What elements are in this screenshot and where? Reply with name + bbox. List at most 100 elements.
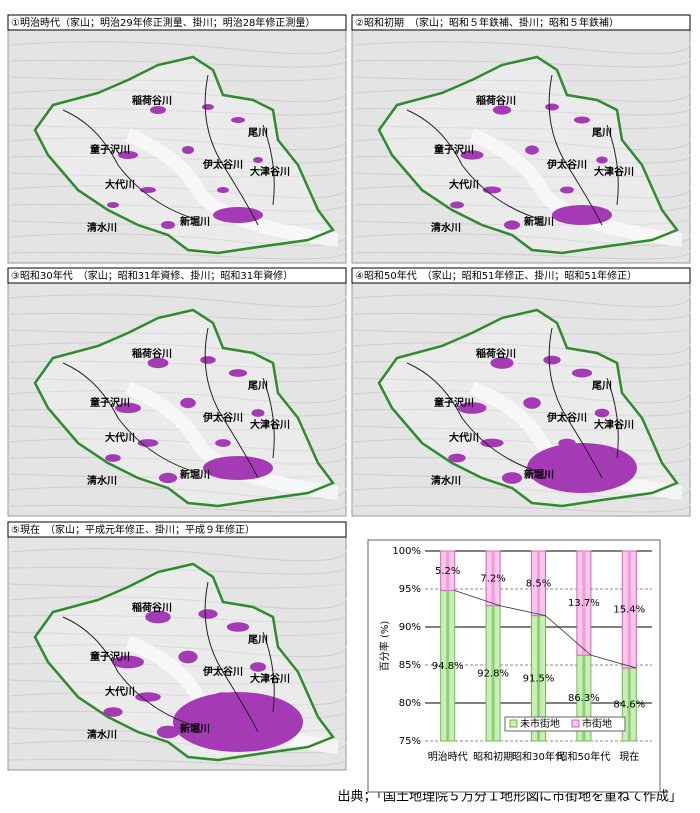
x-tick-label: 昭和50年代 — [558, 750, 611, 763]
legend-box — [504, 716, 626, 732]
urban-area — [161, 221, 175, 229]
legend-swatch — [509, 719, 518, 728]
river-label: 新堀川 — [524, 468, 554, 481]
map-title: ②昭和初期 （家山；昭和５年鉄補、掛川；昭和５年鉄補） — [355, 16, 619, 29]
y-tick-label: 75% — [399, 736, 421, 747]
river-label: 清水川 — [87, 728, 117, 741]
river-label: 尾川 — [248, 380, 268, 392]
stream — [62, 74, 275, 226]
chart-frame — [367, 539, 661, 793]
urban-area — [571, 368, 593, 378]
map-title-bar — [351, 267, 691, 284]
river-label: 伊太谷川 — [202, 665, 243, 678]
terrain — [351, 154, 691, 164]
urban-area — [156, 725, 180, 739]
terrain — [351, 106, 691, 116]
terrain — [7, 294, 347, 308]
terrain — [7, 644, 347, 658]
terrain — [7, 503, 347, 513]
urban-area — [107, 202, 119, 208]
terrain — [7, 375, 347, 383]
river-label: 大代川 — [105, 685, 135, 698]
terrain — [351, 407, 691, 417]
terrain — [7, 613, 347, 623]
urban-area — [112, 655, 144, 669]
urban-area — [145, 610, 171, 624]
urban-area — [503, 220, 521, 230]
urban-area — [182, 146, 194, 154]
urban-area — [448, 453, 466, 463]
river-label: 大津谷川 — [594, 418, 634, 431]
terrain — [7, 423, 347, 431]
river-label: 大津谷川 — [594, 165, 634, 178]
urban-area — [253, 157, 263, 163]
map-title-bar — [7, 521, 347, 538]
river-label: 清水川 — [87, 474, 117, 487]
river-label: 尾川 — [592, 127, 612, 139]
urban-area — [137, 439, 159, 447]
stream — [62, 581, 275, 733]
terrain — [7, 122, 347, 130]
y-tick-label: 100% — [392, 546, 421, 557]
map-title: ④昭和50年代 （家山；昭和51年修正、掛川；昭和51年修正） — [355, 269, 637, 282]
trend-line — [454, 590, 637, 669]
terrain — [7, 390, 347, 404]
terrain — [7, 89, 347, 103]
terrain — [351, 89, 691, 103]
urban-area — [118, 151, 138, 159]
urban-area — [217, 187, 229, 193]
y-tick-label: 90% — [399, 622, 421, 633]
river-label: 稲荷谷川 — [476, 347, 516, 360]
terrain — [7, 154, 347, 164]
terrain — [7, 629, 347, 637]
river-label: 新堀川 — [180, 468, 210, 481]
terrain — [7, 359, 347, 369]
terrain — [7, 342, 347, 356]
urban-area — [158, 472, 178, 484]
terrain — [7, 407, 347, 417]
y-tick-label: 85% — [399, 660, 421, 671]
value-label: 86.3% — [568, 693, 600, 704]
river-label: 清水川 — [87, 221, 117, 234]
terrain — [7, 757, 347, 767]
urban-area — [457, 402, 487, 414]
urban-area — [480, 438, 504, 448]
value-label: 8.5% — [526, 578, 551, 589]
terrain — [7, 548, 347, 562]
urban-area — [173, 692, 303, 752]
terrain — [7, 74, 347, 82]
river-label: 童子沢川 — [434, 396, 474, 409]
urban-area — [215, 439, 231, 447]
terrain — [351, 359, 691, 369]
stream — [62, 327, 275, 479]
river-label: 新堀川 — [180, 215, 210, 228]
terrain — [7, 58, 347, 68]
urban-area — [231, 117, 245, 123]
urban-area — [200, 356, 216, 364]
stream — [406, 327, 619, 479]
river-label: 清水川 — [431, 221, 461, 234]
river-label: 童子沢川 — [90, 143, 130, 156]
terrain — [7, 661, 347, 671]
river-label: 伊太谷川 — [202, 411, 243, 424]
river-bed — [469, 128, 683, 247]
urban-area — [545, 103, 559, 111]
urban-area — [560, 186, 574, 194]
urban-area — [178, 650, 198, 664]
river-label: 新堀川 — [180, 722, 210, 735]
urban-area — [450, 201, 464, 209]
stream — [406, 74, 619, 226]
x-tick-label: 昭和初期 — [473, 750, 513, 763]
x-tick-label: 現在 — [619, 751, 639, 763]
river-label: 尾川 — [248, 127, 268, 139]
river-label: 大津谷川 — [250, 165, 290, 178]
urban-area — [226, 622, 250, 632]
terrain — [351, 503, 691, 513]
terrain — [7, 137, 347, 151]
terrain — [351, 250, 691, 260]
value-label: 5.2% — [435, 566, 460, 577]
river-label: 伊太谷川 — [546, 411, 587, 424]
